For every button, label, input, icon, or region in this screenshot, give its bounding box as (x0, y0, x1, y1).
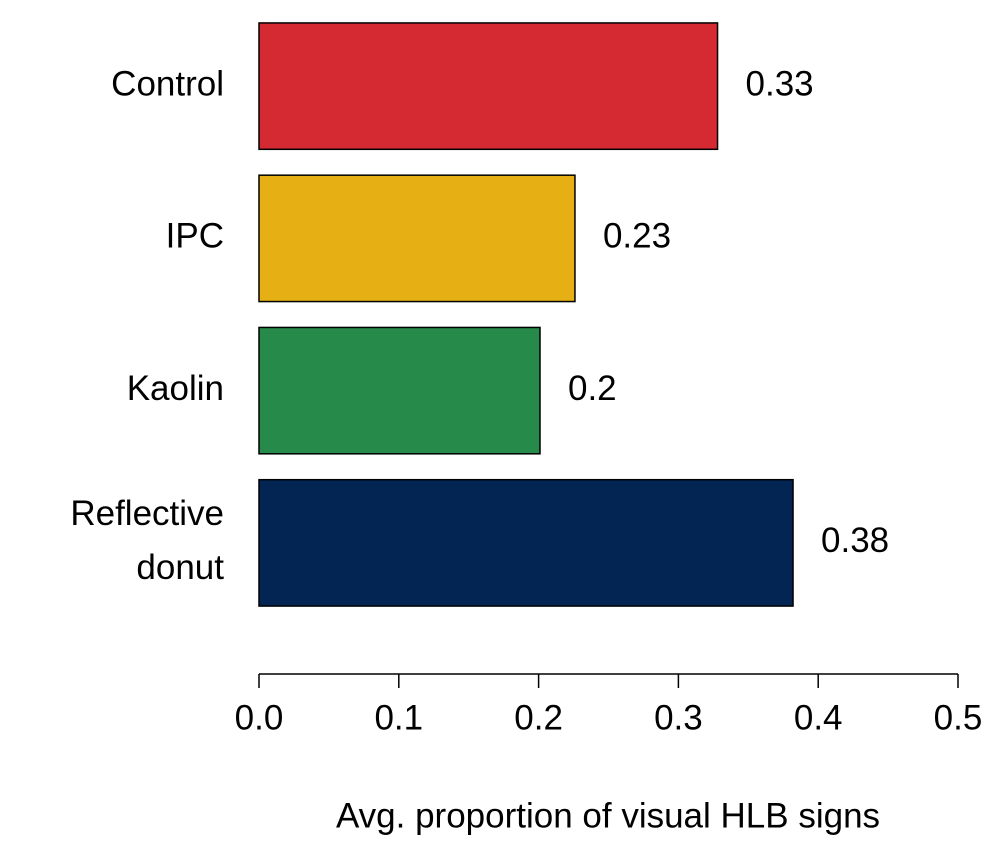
bar (258, 174, 576, 303)
bar (258, 326, 541, 455)
y-tick-label: Reflective donut (70, 494, 224, 587)
x-tick-label: 0.3 (654, 698, 703, 737)
x-tick-label: 0.1 (374, 698, 423, 737)
y-tick-label: IPC (166, 217, 224, 256)
x-tick-label: 0.4 (794, 698, 843, 737)
x-axis-title: Avg. proportion of visual HLB signs (336, 796, 880, 835)
bar (258, 478, 794, 607)
bar (258, 22, 719, 151)
value-label: 0.23 (603, 217, 671, 256)
value-label: 0.2 (568, 369, 617, 408)
x-tick-label: 0.0 (235, 698, 284, 737)
x-tick-label: 0.5 (934, 698, 983, 737)
x-tick-label: 0.2 (514, 698, 563, 737)
y-tick-label: Kaolin (127, 369, 224, 408)
value-label: 0.38 (821, 521, 889, 560)
y-tick-label: Control (111, 64, 224, 103)
value-label: 0.33 (746, 64, 814, 103)
